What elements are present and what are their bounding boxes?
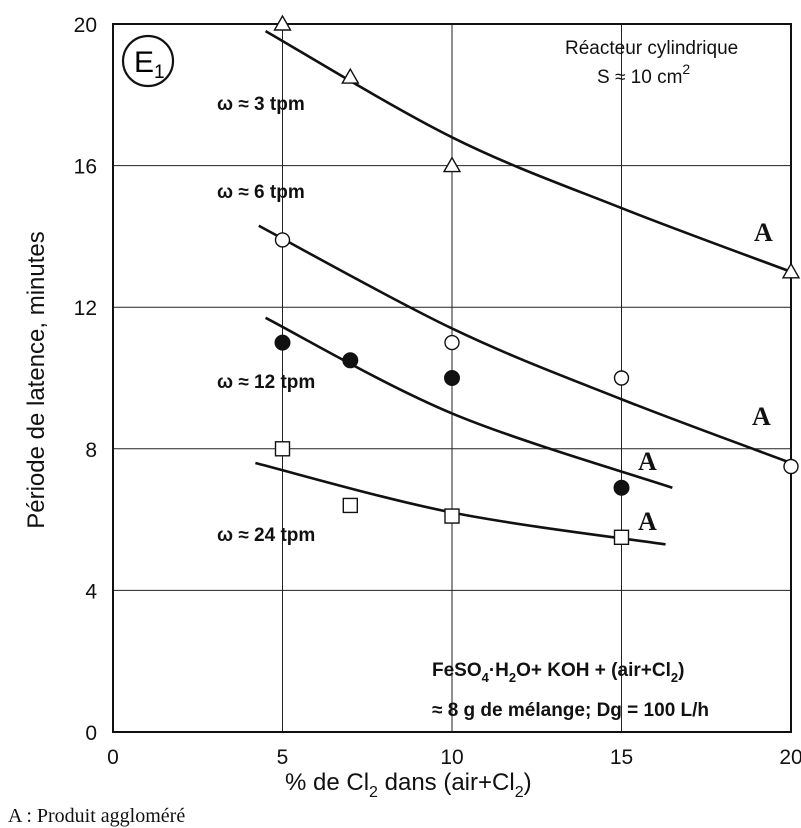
fit-curve-series-3 bbox=[255, 461, 666, 546]
data-point-series-1 bbox=[274, 232, 291, 248]
y-tick-label: 8 bbox=[85, 439, 97, 462]
mixture-note-line2: ≈ 8 g de mélange; Dg = 100 L/h bbox=[432, 700, 709, 721]
fit-curve-series-0 bbox=[264, 29, 792, 274]
x-tick-label: 20 bbox=[779, 746, 801, 769]
svg-text:S ≈ 10 cm2: S ≈ 10 cm2 bbox=[597, 61, 690, 88]
data-point-series-0 bbox=[781, 262, 801, 279]
panel-label-main: E bbox=[134, 46, 154, 79]
series-label-12tpm: ω ≈ 12 tpm bbox=[217, 372, 315, 393]
panel-label: E1 bbox=[121, 34, 175, 88]
y-tick-label: 16 bbox=[74, 156, 97, 179]
data-points bbox=[273, 14, 801, 545]
y-tick-label: 12 bbox=[74, 297, 97, 320]
fit-curve-series-1 bbox=[258, 224, 792, 465]
fit-curve-series-2 bbox=[264, 316, 673, 489]
mixture-note-line1: FeSO4·H2O+ KOH + (air+Cl2) bbox=[432, 660, 684, 685]
data-point-series-3 bbox=[342, 497, 358, 514]
y-axis-title: Période de latence, minutes bbox=[23, 231, 50, 529]
data-point-series-3 bbox=[274, 441, 291, 457]
panel-label-circle bbox=[121, 34, 175, 88]
data-point-series-2 bbox=[613, 479, 630, 496]
reactor-note-line1: Réacteur cylindrique bbox=[565, 38, 738, 59]
x-tick-label: 5 bbox=[277, 746, 289, 769]
panel-label-sub: 1 bbox=[154, 62, 165, 83]
svg-text:E1: E1 bbox=[134, 46, 165, 83]
agglomerate-marker-3tpm: A bbox=[754, 218, 773, 247]
series-label-6tpm: ω ≈ 6 tpm bbox=[217, 182, 305, 203]
plot-frame bbox=[112, 23, 792, 733]
reactor-note-sup: 2 bbox=[682, 61, 690, 77]
y-tick-label: 20 bbox=[74, 14, 97, 37]
reactor-note-line2: S ≈ 10 cm bbox=[597, 67, 682, 88]
data-point-series-1 bbox=[783, 458, 799, 475]
data-point-series-2 bbox=[342, 352, 359, 369]
data-point-series-2 bbox=[444, 370, 460, 386]
data-point-series-1 bbox=[613, 370, 630, 386]
data-point-series-2 bbox=[274, 334, 291, 351]
agglomerate-marker-24tpm: A bbox=[638, 507, 657, 536]
agglomerate-marker-12tpm: A bbox=[638, 447, 657, 476]
data-point-series-0 bbox=[442, 156, 462, 173]
agglomerate-marker-6tpm: A bbox=[752, 402, 771, 431]
y-tick-label: 4 bbox=[85, 580, 97, 603]
y-tick-label: 0 bbox=[85, 722, 97, 745]
data-point-series-1 bbox=[444, 334, 460, 351]
data-point-series-0 bbox=[341, 67, 360, 84]
x-tick-label: 10 bbox=[440, 746, 463, 769]
footnote: A : Produit aggloméré bbox=[8, 805, 185, 827]
fit-curves bbox=[255, 29, 792, 546]
data-point-series-3 bbox=[444, 508, 460, 524]
data-point-series-0 bbox=[273, 14, 292, 31]
data-point-series-3 bbox=[613, 529, 630, 545]
series-label-3tpm: ω ≈ 3 tpm bbox=[217, 94, 305, 115]
x-tick-label: 0 bbox=[107, 746, 119, 769]
x-axis-title: % de Cl2 dans (air+Cl2) bbox=[285, 769, 532, 801]
series-label-24tpm: ω ≈ 24 tpm bbox=[217, 525, 315, 546]
x-tick-label: 15 bbox=[610, 746, 633, 769]
